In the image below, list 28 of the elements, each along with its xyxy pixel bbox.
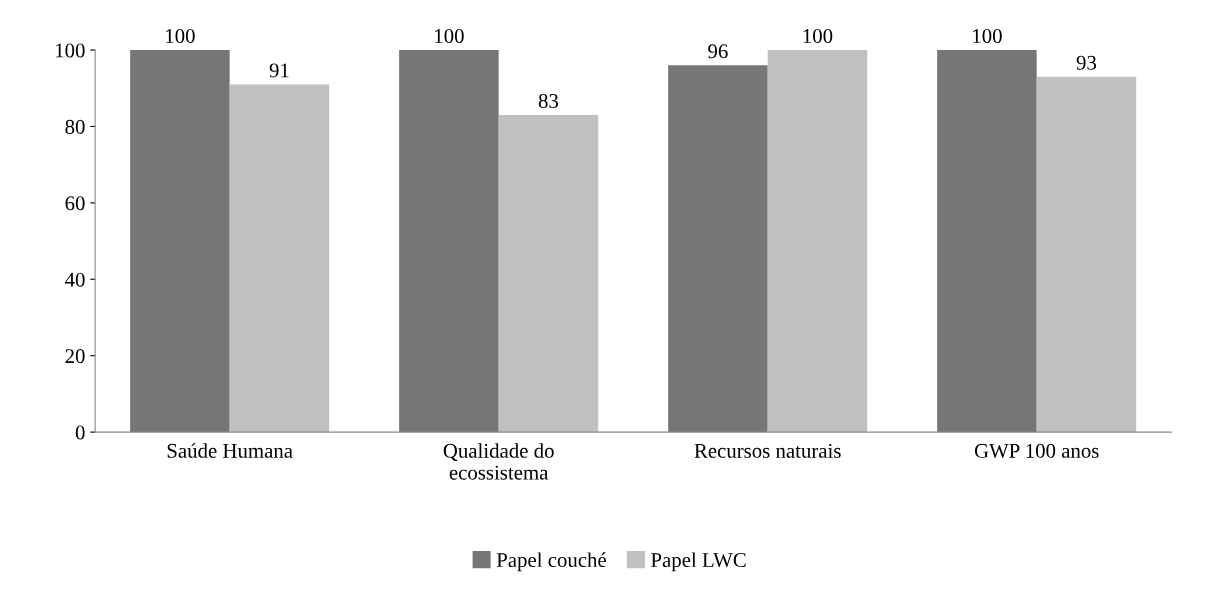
bar <box>1036 76 1137 433</box>
data-label: 100 <box>803 29 833 44</box>
data-label: 100 <box>166 29 195 44</box>
x-tick-label: Recursos naturais <box>694 443 841 458</box>
y-tick-label: 60 <box>65 196 85 211</box>
y-tick-label: 100 <box>56 43 85 58</box>
data-label: 96 <box>708 44 728 59</box>
data-label: 100 <box>973 29 1002 44</box>
data-label: 93 <box>1076 55 1097 70</box>
x-tick-label: Saúde Humana <box>167 443 293 458</box>
y-tick-label: 40 <box>65 272 85 287</box>
data-label: 100 <box>435 29 464 44</box>
x-tick-label: Qualidade do ecossistema <box>443 443 554 480</box>
data-label: 91 <box>269 63 289 78</box>
legend-label: Papel LWC <box>651 552 746 572</box>
bar <box>668 65 768 433</box>
bar <box>130 50 230 433</box>
y-tick-label: 20 <box>65 349 85 364</box>
x-tick-label: GWP 100 anos <box>974 443 1099 458</box>
bar <box>498 115 599 433</box>
y-tick-label: 80 <box>65 119 85 134</box>
bar <box>399 50 499 433</box>
legend-label: Papel couché <box>496 552 606 572</box>
y-tick-label: 0 <box>75 425 85 440</box>
bar <box>767 50 868 433</box>
bar <box>937 50 1037 433</box>
data-label: 83 <box>538 93 559 108</box>
bar <box>229 84 330 433</box>
